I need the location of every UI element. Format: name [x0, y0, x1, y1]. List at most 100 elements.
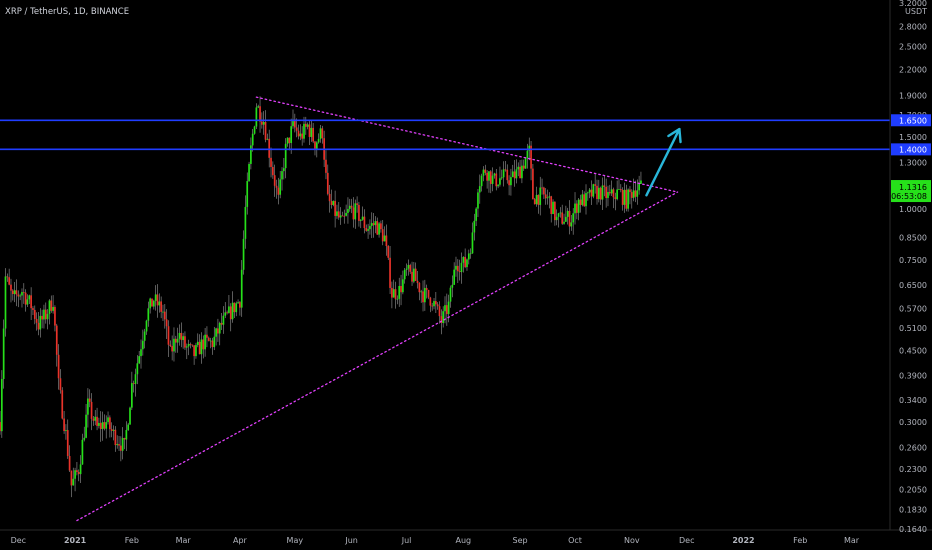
candle-body	[563, 221, 565, 224]
candle-body	[70, 470, 73, 486]
candle	[55, 323, 58, 367]
candle-body	[440, 316, 443, 323]
candle-body	[2, 328, 5, 379]
price-axis-label: 0.3900	[899, 372, 927, 381]
candle	[149, 297, 152, 314]
candle-body	[138, 356, 141, 364]
candle-body	[204, 334, 206, 350]
price-axis-label: 0.4500	[899, 346, 927, 355]
candle-body	[608, 191, 611, 194]
candle	[456, 259, 459, 284]
candle	[202, 335, 205, 359]
price-axis-label: 1.9000	[899, 91, 927, 100]
candle	[50, 295, 53, 313]
candle	[566, 207, 569, 225]
candle-body	[592, 184, 595, 197]
price-axis-panel[interactable]	[890, 0, 932, 530]
candle	[224, 302, 227, 319]
candle	[524, 157, 527, 169]
candle	[162, 304, 164, 322]
candle	[72, 467, 75, 486]
candle	[182, 332, 184, 349]
candle-body	[370, 223, 373, 226]
time-axis[interactable]: Dec 2021 Feb Mar Apr May Jun Jul Aug Sep Oct Nov Dec…	[11, 536, 860, 545]
candle-body	[610, 189, 613, 194]
candle-body	[107, 417, 109, 423]
candle-body	[464, 256, 466, 268]
candle	[590, 180, 593, 205]
candle	[499, 166, 501, 187]
candle-body	[515, 169, 518, 179]
candle-body	[469, 253, 472, 255]
candle	[552, 199, 554, 215]
candle	[165, 309, 168, 339]
candle-body	[185, 346, 188, 348]
candle-body	[248, 163, 250, 182]
candle-body	[565, 216, 567, 222]
candle	[337, 202, 340, 220]
candle-body	[120, 445, 122, 451]
candle-body	[264, 122, 267, 140]
candle-body	[405, 268, 408, 270]
candle-body	[356, 203, 358, 205]
target-arrow-shaft[interactable]	[645, 127, 681, 197]
candle-body	[11, 290, 14, 295]
candle-body	[233, 302, 236, 313]
candle-body	[638, 184, 640, 191]
candle-body	[348, 205, 351, 210]
candle	[317, 133, 320, 144]
candle-body	[8, 277, 11, 285]
candle	[145, 319, 148, 335]
candle-body	[114, 429, 117, 446]
candle	[39, 308, 42, 338]
candle	[614, 192, 617, 211]
triangle-trendline[interactable]	[76, 191, 679, 522]
candle	[314, 140, 316, 156]
candle	[640, 171, 642, 185]
candle-body	[433, 301, 435, 307]
candle	[76, 462, 78, 476]
candle-body	[590, 189, 593, 197]
candle	[272, 161, 274, 179]
candle-body	[66, 430, 69, 456]
time-axis-label: Feb	[793, 536, 807, 545]
target-arrow-head[interactable]	[667, 127, 682, 144]
candle	[21, 288, 23, 308]
candle-body	[165, 319, 168, 327]
candle	[87, 388, 89, 428]
candle-body	[218, 322, 221, 334]
triangle-trendline[interactable]	[255, 96, 679, 193]
candle	[293, 113, 296, 133]
candle	[218, 321, 221, 346]
candle	[336, 204, 338, 219]
candle-body	[378, 223, 380, 235]
candle	[515, 159, 518, 184]
candle	[563, 213, 565, 225]
candle-body	[231, 302, 234, 320]
candle	[94, 409, 97, 426]
price-axis-label: 2.5000	[899, 43, 927, 52]
candle-body	[533, 199, 536, 205]
candle-body	[581, 194, 584, 205]
candle	[416, 270, 419, 289]
candle-body	[588, 189, 591, 193]
candle-body	[634, 190, 637, 197]
candle	[414, 262, 417, 282]
candle	[352, 197, 355, 228]
candle	[74, 467, 76, 492]
candle-body	[17, 294, 20, 297]
candle	[213, 326, 216, 351]
candle-body	[425, 287, 428, 290]
candle-body	[312, 127, 314, 142]
candle	[625, 184, 628, 212]
candle	[105, 415, 108, 439]
candle	[297, 124, 300, 140]
candle	[367, 223, 369, 239]
candle	[592, 183, 595, 199]
candle	[572, 208, 575, 235]
candle	[196, 333, 199, 348]
candle	[163, 303, 166, 329]
candle	[266, 133, 269, 141]
candle	[19, 293, 21, 301]
